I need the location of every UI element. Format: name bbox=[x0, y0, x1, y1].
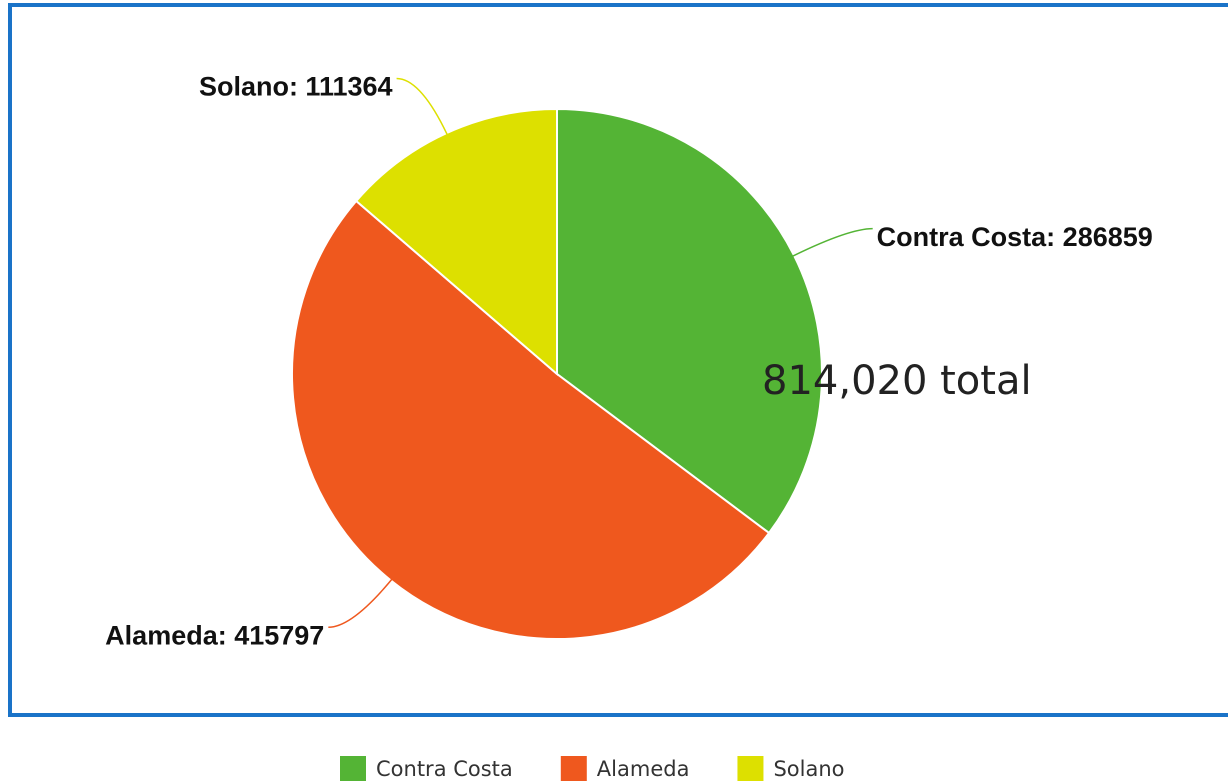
data-label: Solano: 111364 bbox=[199, 72, 393, 102]
legend-label: Alameda bbox=[597, 757, 690, 781]
legend-swatch bbox=[340, 756, 366, 781]
legend-swatch bbox=[560, 756, 587, 781]
legend-label: Contra Costa bbox=[376, 757, 513, 781]
leader-line bbox=[786, 227, 873, 260]
data-label: Alameda: 415797 bbox=[105, 620, 324, 650]
data-label: Contra Costa: 286859 bbox=[877, 222, 1153, 252]
total-annotation: 814,020 total bbox=[762, 358, 1032, 404]
legend-label: Solano bbox=[773, 757, 844, 781]
legend-swatch bbox=[737, 756, 764, 781]
leader-line bbox=[396, 77, 451, 141]
leader-line bbox=[328, 573, 397, 629]
pie bbox=[290, 107, 823, 640]
frame bbox=[8, 3, 1228, 717]
